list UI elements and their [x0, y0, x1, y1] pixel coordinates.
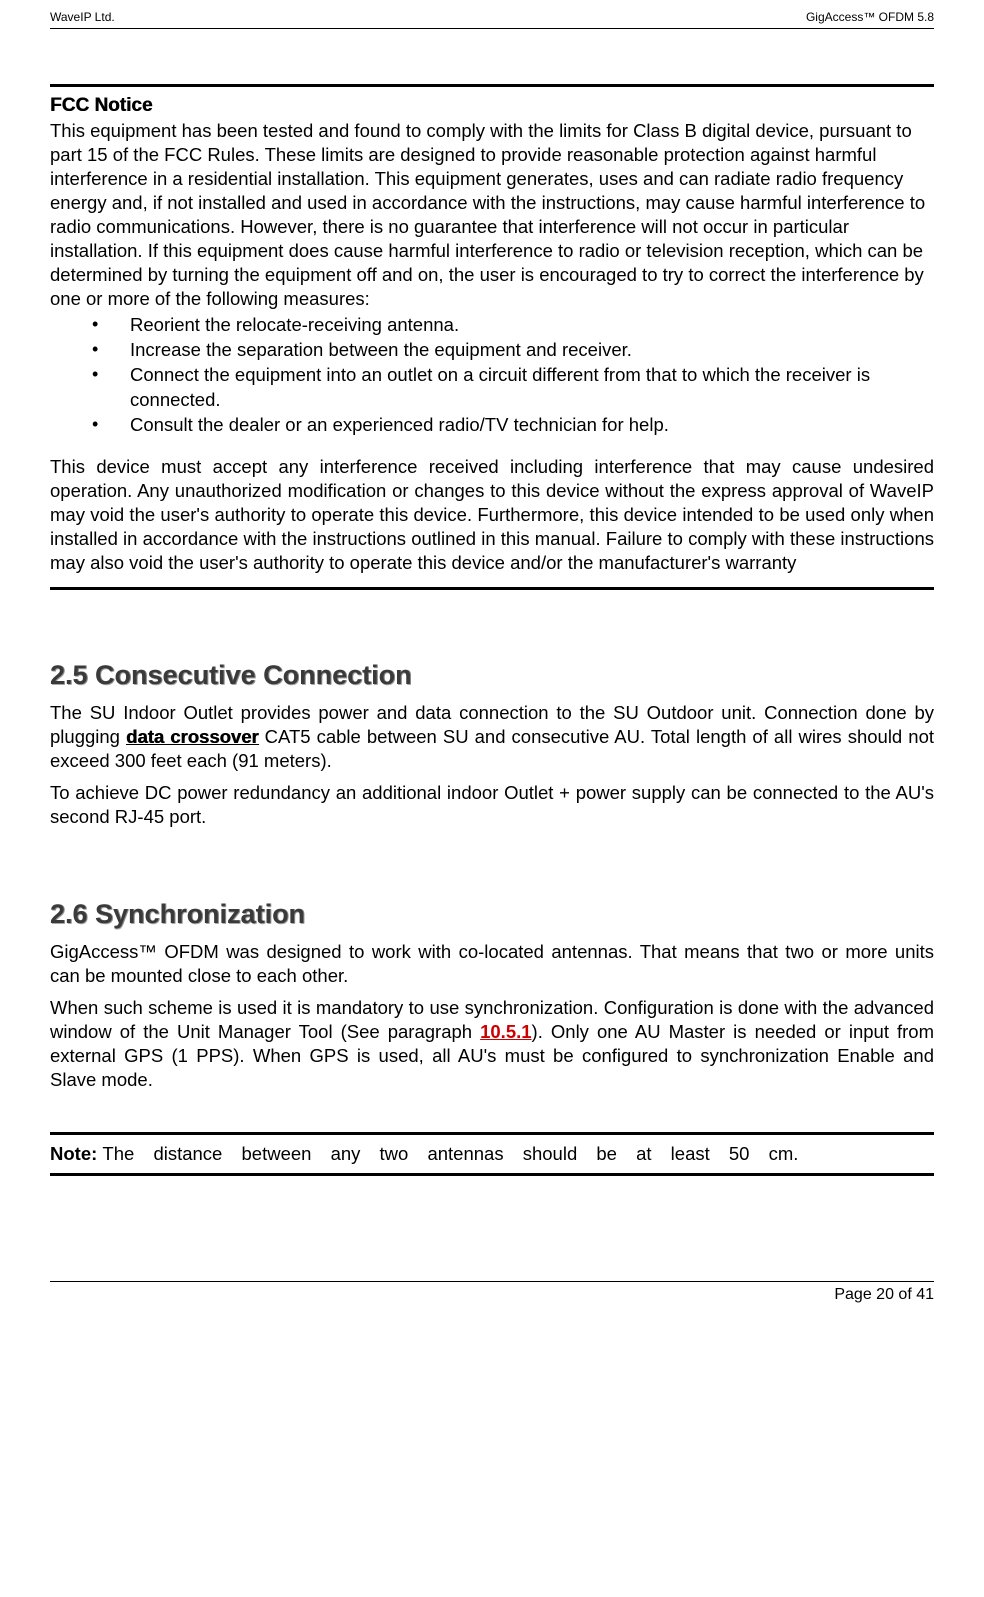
page-footer: Page 20 of 41 [50, 1286, 934, 1304]
note-body: The distance between any two antennas sh… [102, 1143, 798, 1164]
note-text: Note: The distance between any two anten… [50, 1135, 934, 1173]
fcc-bullet-item: Connect the equipment into an outlet on … [92, 363, 934, 411]
section-2-6-heading: 2.6 Synchronization [50, 899, 934, 930]
fcc-bullet-item: Reorient the relocate-receiving antenna. [92, 313, 934, 337]
section-2-5-para-2: To achieve DC power redundancy an additi… [50, 781, 934, 829]
fcc-closing-text: This device must accept any interference… [50, 455, 934, 575]
note-bottom-rule [50, 1173, 934, 1176]
header-product: GigAccess™ OFDM 5.8 [806, 10, 934, 24]
header-divider [50, 28, 934, 29]
note-label: Note: [50, 1143, 102, 1164]
section-2-6-para-2: When such scheme is used it is mandatory… [50, 996, 934, 1092]
footer-divider [50, 1281, 934, 1282]
section-2-5-heading: 2.5 Consecutive Connection [50, 660, 934, 691]
fcc-top-rule [50, 84, 934, 87]
page-header: WaveIP Ltd. GigAccess™ OFDM 5.8 [50, 10, 934, 24]
section-2-5-para-1: The SU Indoor Outlet provides power and … [50, 701, 934, 773]
fcc-bullet-item: Consult the dealer or an experienced rad… [92, 413, 934, 437]
data-crossover-emphasis: data crossover [126, 726, 259, 747]
cross-reference-link[interactable]: 10.5.1 [480, 1021, 531, 1042]
note-block: Note: The distance between any two anten… [50, 1132, 934, 1176]
fcc-intro-text: This equipment has been tested and found… [50, 119, 934, 311]
fcc-heading: FCC Notice [50, 95, 934, 117]
fcc-bullet-item: Increase the separation between the equi… [92, 338, 934, 362]
page-container: WaveIP Ltd. GigAccess™ OFDM 5.8 FCC Noti… [0, 0, 984, 1334]
header-company: WaveIP Ltd. [50, 10, 115, 24]
section-2-6-para-1: GigAccess™ OFDM was designed to work wit… [50, 940, 934, 988]
fcc-bottom-rule [50, 587, 934, 590]
fcc-bullet-list: Reorient the relocate-receiving antenna.… [50, 313, 934, 436]
